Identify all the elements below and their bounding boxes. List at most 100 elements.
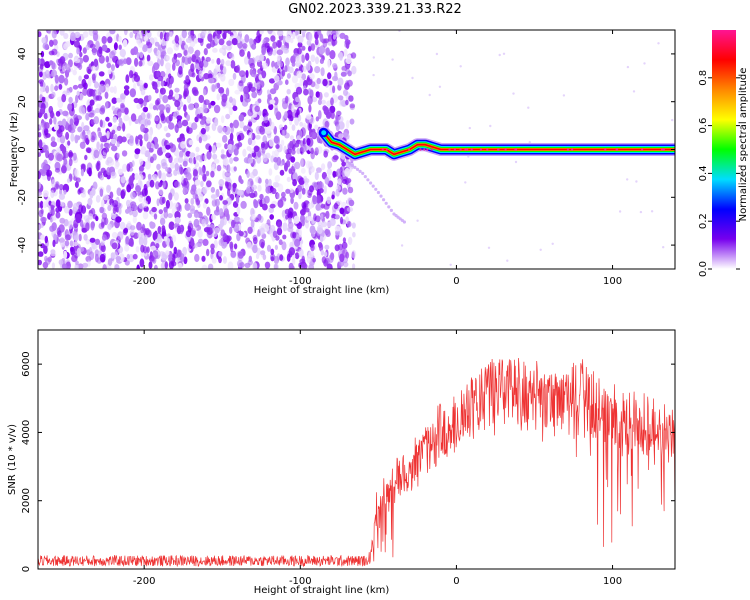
noise-blob (236, 64, 241, 74)
noise-blob (151, 206, 157, 213)
noise-blob (228, 52, 234, 58)
noise-dot (468, 126, 471, 130)
noise-blob (327, 72, 332, 80)
noise-blob (321, 256, 327, 264)
noise-blob (346, 220, 352, 228)
noise-blob (99, 175, 104, 181)
noise-blob (194, 243, 198, 249)
noise-blob (109, 86, 115, 93)
noise-blob (212, 153, 218, 160)
noise-blob (104, 91, 109, 99)
noise-blob (44, 61, 51, 69)
noise-blob (187, 222, 194, 231)
noise-blob (87, 197, 93, 206)
noise-blob (222, 170, 226, 179)
noise-blob (42, 201, 48, 209)
noise-blob (225, 60, 232, 67)
noise-blob (318, 91, 323, 101)
noise-dot (400, 244, 404, 247)
noise-blob (49, 39, 54, 47)
noise-blob (296, 148, 301, 155)
noise-blob (138, 165, 145, 172)
noise-blob (142, 44, 148, 50)
noise-blob (64, 240, 70, 247)
noise-blob (41, 37, 47, 44)
noise-blob (333, 202, 339, 210)
noise-blob (307, 95, 313, 105)
noise-blob (72, 69, 77, 76)
noise-blob (320, 67, 325, 77)
noise-blob (138, 236, 144, 246)
noise-blob (189, 152, 196, 158)
noise-blob (344, 133, 350, 140)
noise-blob (119, 93, 126, 100)
noise-blob (248, 121, 253, 127)
noise-blob (96, 160, 101, 166)
noise-blob (133, 74, 140, 82)
noise-dot (416, 219, 419, 222)
noise-blob (39, 200, 44, 209)
noise-blob (206, 180, 212, 188)
noise-blob (210, 100, 216, 106)
noise-blob (152, 81, 158, 90)
noise-blob (262, 154, 268, 163)
noise-blob (92, 181, 98, 190)
noise-blob (82, 87, 88, 96)
noise-blob (38, 170, 41, 180)
noise-blob (132, 210, 138, 218)
noise-blob (121, 136, 127, 143)
noise-blob (324, 120, 330, 128)
ridge-peak (504, 148, 507, 151)
noise-blob (235, 194, 240, 204)
noise-blob (155, 243, 160, 249)
noise-blob (303, 30, 307, 34)
noise-blob (93, 149, 100, 159)
noise-blob (94, 81, 99, 89)
noise-blob (46, 73, 52, 79)
noise-blob (158, 188, 164, 196)
noise-blob (153, 62, 160, 71)
noise-blob (234, 89, 241, 95)
noise-blob (172, 62, 176, 71)
noise-blob (226, 235, 232, 242)
noise-blob (111, 129, 116, 135)
noise-blob (128, 116, 132, 126)
noise-blob (139, 149, 146, 155)
noise-blob (199, 120, 206, 125)
noise-blob (118, 117, 123, 123)
noise-blob (208, 103, 212, 109)
noise-blob (98, 85, 104, 94)
noise-blob (51, 61, 56, 70)
noise-blob (216, 93, 221, 101)
noise-blob (137, 98, 144, 105)
noise-dot (489, 124, 492, 128)
noise-blob (314, 124, 319, 130)
noise-dot (618, 210, 622, 213)
x-axis-label: Height of straight line (km) (254, 585, 390, 596)
noise-blob (198, 193, 204, 202)
noise-blob (202, 202, 207, 209)
noise-blob (233, 243, 238, 250)
noise-blob (307, 45, 312, 52)
noise-blob (198, 136, 203, 144)
noise-blob (242, 148, 247, 157)
noise-blob (306, 254, 311, 264)
noise-blob (89, 237, 96, 243)
noise-dot (435, 52, 439, 56)
noise-blob (310, 43, 316, 51)
noise-blob (183, 177, 189, 186)
faint-branch-point (355, 167, 360, 171)
noise-blob (106, 185, 112, 191)
ridge-peak (408, 148, 411, 151)
noise-blob (163, 125, 168, 132)
noise-blob (183, 83, 189, 92)
noise-blob (157, 235, 163, 243)
noise-blob (272, 49, 277, 56)
heatmap-plot-area (38, 30, 675, 269)
noise-blob (87, 213, 94, 220)
noise-blob (230, 60, 236, 69)
noise-blob (152, 250, 159, 260)
noise-blob (220, 115, 225, 124)
noise-blob (96, 103, 102, 109)
noise-blob (169, 31, 173, 38)
